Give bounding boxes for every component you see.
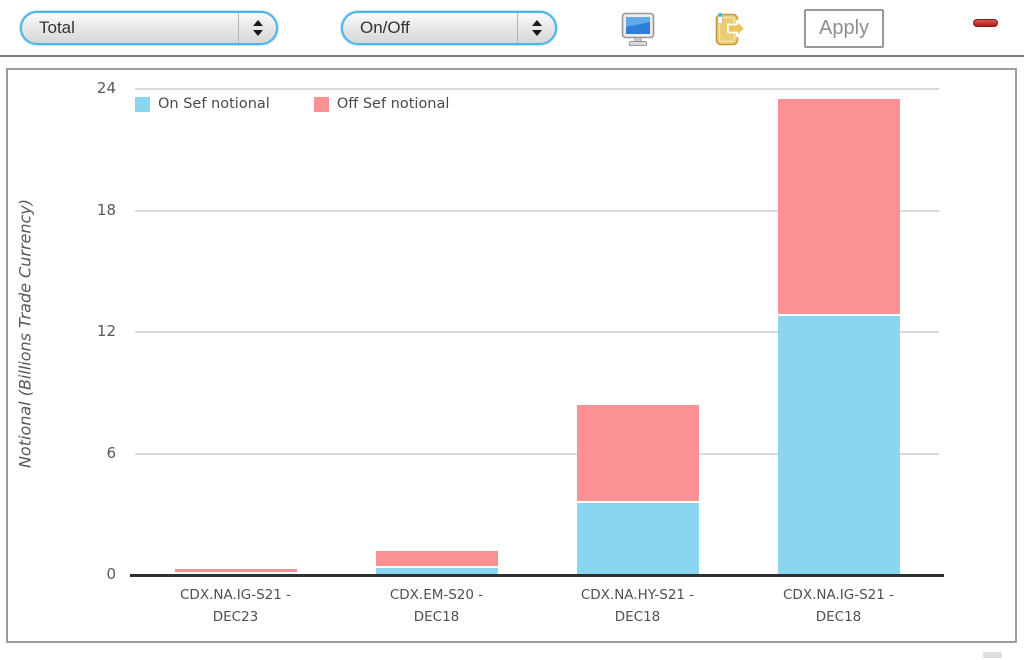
- bar-segment-on-sef: [375, 568, 498, 575]
- gridline: [135, 209, 939, 212]
- select-stepper-icon[interactable]: [239, 20, 276, 36]
- gridline: [135, 331, 939, 333]
- x-axis-label: CDX.NA.HY-S21 - DEC18: [580, 587, 695, 625]
- y-tick-label: 24: [96, 79, 116, 97]
- select-stepper-icon[interactable]: [518, 20, 555, 36]
- y-tick-label: 12: [96, 322, 116, 340]
- view-select-value: Total: [39, 18, 75, 37]
- legend-swatch-icon: [135, 96, 150, 112]
- toolbar: Total On/Off: [0, 0, 1024, 57]
- chart-panel: Notional (Billions Trade Currency) On Se…: [6, 68, 1017, 643]
- remove-dash-icon[interactable]: [973, 19, 998, 27]
- chart-legend: On Sef notional Off Sef notional: [135, 96, 449, 112]
- y-tick-label: 0: [106, 565, 116, 583]
- select-divider: [238, 13, 239, 43]
- legend-item: On Sef notional: [135, 96, 270, 112]
- x-axis-label: CDX.NA.IG-S21 - DEC18: [783, 587, 894, 625]
- bar-segment-off-sef: [777, 99, 900, 314]
- monitor-icon[interactable]: [618, 11, 658, 49]
- apply-button-label: Apply: [818, 17, 870, 39]
- gridline: [135, 452, 939, 455]
- apply-button[interactable]: Apply: [804, 9, 884, 48]
- bar-segment-off-sef: [174, 569, 297, 572]
- legend-label: Off Sef notional: [336, 96, 450, 112]
- gridline: [135, 88, 939, 90]
- export-document-icon[interactable]: [710, 11, 750, 49]
- x-axis-label: CDX.NA.IG-S21 - DEC23: [180, 587, 291, 625]
- legend-swatch-icon: [313, 96, 329, 112]
- x-axis-line: [130, 574, 944, 577]
- bar-segment-on-sef: [576, 503, 699, 575]
- select-divider: [517, 13, 518, 43]
- bar-segment-off-sef: [576, 405, 699, 501]
- metric-select[interactable]: On/Off: [341, 11, 557, 45]
- legend-label: On Sef notional: [158, 96, 270, 112]
- legend-item: Off Sef notional: [313, 96, 450, 112]
- x-axis-label: CDX.EM-S20 - DEC18: [389, 587, 484, 625]
- view-select[interactable]: Total: [20, 11, 278, 45]
- bar-segment-on-sef: [777, 316, 900, 575]
- resize-handle-icon: [983, 652, 1002, 658]
- bar-segment-off-sef: [375, 551, 498, 566]
- y-tick-label: 18: [96, 200, 116, 219]
- metric-select-value: On/Off: [360, 18, 410, 37]
- y-tick-label: 6: [106, 443, 116, 462]
